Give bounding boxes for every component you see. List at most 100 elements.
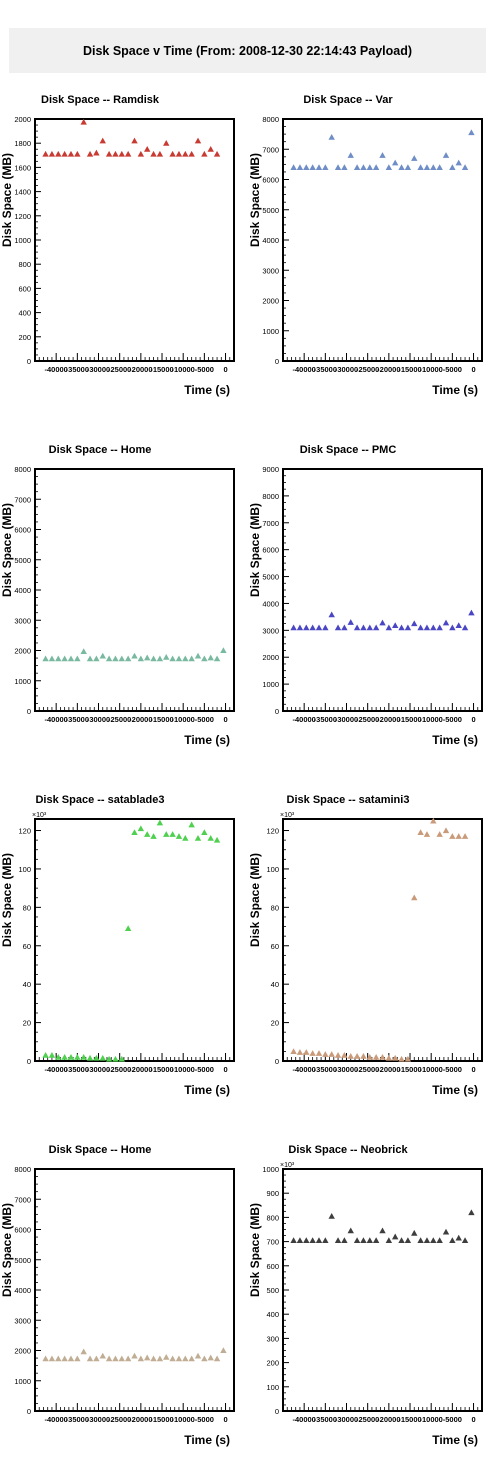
data-point [112, 150, 119, 157]
data-point [207, 654, 214, 661]
x-axis-label: Time (s) [184, 383, 230, 397]
y-axis-label: Disk Space (MB) [0, 503, 14, 597]
x-tick-label: -10000 [420, 1065, 443, 1074]
data-point [163, 831, 170, 837]
x-axis-label: Time (s) [432, 1083, 478, 1097]
data-point [207, 835, 214, 841]
y-tick-label: 1000 [14, 236, 31, 245]
data-point [55, 1355, 62, 1362]
data-point [213, 150, 221, 157]
data-point [124, 655, 132, 662]
data-point [423, 624, 431, 631]
data-point [188, 1355, 195, 1362]
data-point [341, 164, 348, 170]
data-point [385, 624, 393, 631]
chart-title: Disk Space -- Home [49, 444, 152, 456]
y-tick-label: 0 [27, 357, 31, 366]
data-point [392, 1233, 399, 1240]
x-tick-label: 0 [223, 715, 227, 724]
data-point [112, 1055, 119, 1062]
data-point [423, 831, 431, 837]
x-tick-label: -30000 [87, 1415, 110, 1424]
data-point [112, 655, 119, 662]
data-point [93, 149, 100, 156]
data-point [315, 1237, 323, 1243]
x-tick-label: -15000 [150, 1415, 173, 1424]
data-point [379, 1227, 386, 1234]
y-tick-label: 1400 [14, 188, 31, 197]
data-point [42, 655, 49, 662]
data-point [341, 1052, 348, 1058]
data-point [61, 150, 68, 157]
data-point [74, 1355, 81, 1362]
data-point [48, 1355, 56, 1362]
x-tick-label: -35000 [66, 715, 89, 724]
y-axis-label: Disk Space (MB) [248, 153, 262, 247]
x-tick-label: -10000 [172, 715, 195, 724]
y-tick-label: 120 [266, 827, 279, 836]
data-point [398, 164, 405, 170]
y-tick-label: 1000 [262, 680, 279, 689]
x-tick-label: -30000 [335, 1065, 358, 1074]
data-point [93, 1355, 100, 1362]
data-point [67, 655, 75, 662]
data-point [201, 829, 208, 836]
data-point [461, 164, 469, 170]
y-tick-label: 600 [266, 1262, 279, 1271]
chart-title: Disk Space -- Home [49, 1144, 152, 1156]
x-tick-label: -40000 [292, 1415, 315, 1424]
data-point [322, 1237, 329, 1243]
x-tick-label: -25000 [108, 1065, 131, 1074]
data-point [449, 1237, 456, 1243]
y-tick-label: 5000 [14, 556, 31, 565]
y-tick-label: 1000 [14, 677, 31, 686]
y-tick-label: 200 [18, 333, 31, 342]
data-point [417, 624, 424, 631]
x-tick-label: -30000 [335, 1415, 358, 1424]
y-tick-label: 0 [275, 707, 279, 716]
data-point [137, 655, 145, 662]
data-point [163, 1353, 170, 1360]
data-point [213, 1355, 221, 1362]
y-tick-label: 7000 [262, 519, 279, 528]
data-point [105, 1055, 113, 1062]
data-point [303, 1049, 310, 1055]
data-point [392, 1054, 399, 1061]
data-point [61, 1053, 68, 1060]
data-point [372, 1237, 380, 1243]
x-tick-label: -35000 [314, 365, 337, 374]
y-tick-label: 0 [27, 1407, 31, 1416]
data-point [385, 1054, 393, 1061]
data-point [347, 1227, 354, 1234]
chart-title: Disk Space -- Ramdisk [41, 94, 160, 106]
y-multiplier-label: ×10³ [280, 1162, 295, 1169]
chart-title: Disk Space -- PMC [300, 444, 397, 456]
y-tick-label: 0 [27, 707, 31, 716]
chart-home-2: Disk Space -- Home 0 1000 2000 3000 4000 5000 6… [0, 1144, 235, 1447]
data-point [322, 1051, 329, 1057]
y-tick-label: 100 [266, 1383, 279, 1392]
data-point [372, 1053, 380, 1060]
x-tick-label: 0 [223, 1415, 227, 1424]
data-point [86, 1355, 94, 1362]
data-point [99, 137, 106, 144]
y-tick-label: 2000 [262, 653, 279, 662]
y-tick-label: 2000 [262, 297, 279, 306]
y-tick-label: 7000 [262, 145, 279, 154]
y-tick-label: 8000 [14, 1165, 31, 1174]
x-tick-label: -30000 [87, 365, 110, 374]
data-point [156, 819, 164, 826]
y-tick-label: 5000 [262, 573, 279, 582]
data-point [144, 146, 151, 152]
data-point [455, 1234, 462, 1241]
data-point [99, 1352, 106, 1359]
data-point [93, 655, 100, 662]
data-point [144, 654, 151, 661]
data-point [74, 1053, 81, 1060]
data-point [86, 150, 94, 157]
data-point [55, 655, 62, 662]
data-point [290, 164, 297, 170]
x-tick-label: -5000 [443, 1415, 462, 1424]
data-point [360, 1237, 367, 1243]
x-tick-label: -10000 [420, 715, 443, 724]
